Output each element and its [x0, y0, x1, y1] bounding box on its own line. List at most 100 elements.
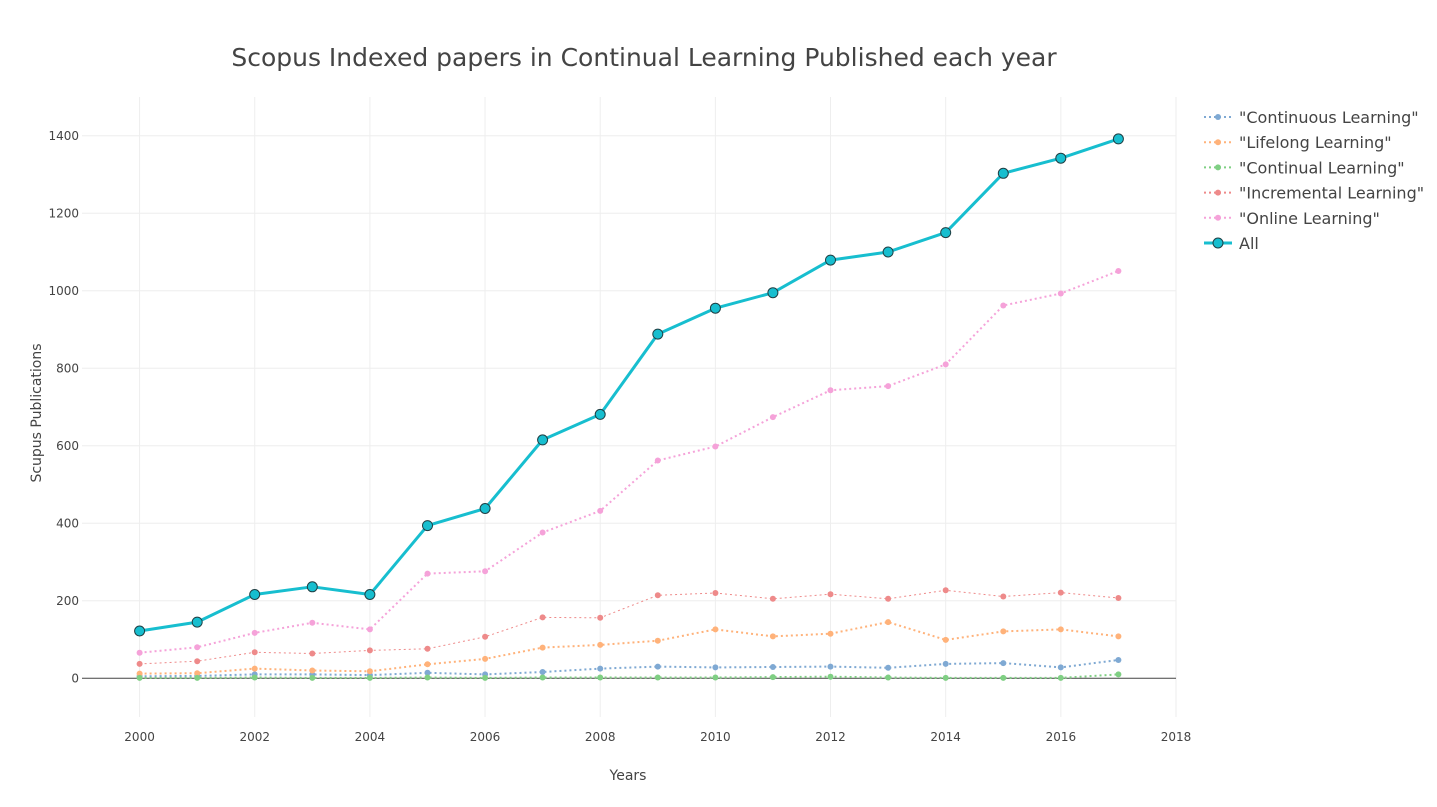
- point-all-2011: [767, 287, 779, 299]
- point-continual-learning-2016: [1057, 674, 1064, 681]
- point-lifelong-learning-2006: [482, 655, 489, 662]
- legend-label-all: All: [1239, 234, 1259, 253]
- point-incremental-learning-2008: [597, 614, 604, 621]
- legend-item-continuous-learning: "Continuous Learning": [1204, 108, 1419, 127]
- point-continuous-learning-2011: [769, 664, 776, 670]
- point-incremental-learning-2011: [769, 595, 776, 602]
- point-online-learning-2002: [251, 629, 258, 636]
- point-all-2000: [134, 625, 146, 637]
- y-tick-label-200: 200: [56, 594, 79, 608]
- x-tick-label-2004: 2004: [355, 730, 386, 744]
- point-lifelong-learning-2008: [597, 641, 604, 648]
- point-incremental-learning-2009: [654, 592, 661, 599]
- point-online-learning-2000: [136, 649, 143, 656]
- x-tick-label-2012: 2012: [815, 730, 846, 744]
- point-continual-learning-2001: [194, 674, 201, 681]
- legend-label-continuous-learning: "Continuous Learning": [1239, 108, 1419, 127]
- point-lifelong-learning-2000: [136, 670, 143, 677]
- point-online-learning-2009: [654, 457, 661, 464]
- point-continual-learning-2003: [309, 674, 316, 681]
- point-continuous-learning-2008: [597, 665, 604, 672]
- point-lifelong-learning-2002: [251, 665, 258, 672]
- legend-item-lifelong-learning: "Lifelong Learning": [1204, 133, 1392, 152]
- point-incremental-learning-2003: [309, 650, 316, 657]
- point-continual-learning-2015: [1000, 674, 1007, 681]
- point-online-learning-2011: [769, 414, 776, 421]
- point-continual-learning-2006: [482, 674, 489, 681]
- point-lifelong-learning-2010: [712, 626, 719, 633]
- point-continuous-learning-2005: [424, 669, 431, 676]
- point-lifelong-learning-2013: [885, 619, 892, 626]
- point-incremental-learning-2012: [827, 591, 834, 598]
- x-tick-label-2008: 2008: [585, 730, 616, 744]
- point-all-2012: [825, 254, 836, 266]
- point-incremental-learning-2001: [194, 658, 201, 665]
- legend-swatch-marker-continual-learning: [1215, 164, 1221, 171]
- legend: "Continuous Learning" "Lifelong Learning"…: [1204, 108, 1424, 253]
- point-lifelong-learning-2014: [942, 636, 949, 643]
- legend-item-all: All: [1204, 234, 1259, 253]
- point-continual-learning-2002: [251, 674, 258, 681]
- plot-area: [134, 133, 1124, 681]
- point-lifelong-learning-2004: [366, 668, 373, 675]
- legend-swatch-marker-incremental-learning: [1215, 189, 1221, 196]
- point-continual-learning-2011: [769, 674, 776, 681]
- legend-item-online-learning: "Online Learning": [1204, 209, 1380, 228]
- point-incremental-learning-2006: [482, 633, 489, 640]
- x-axis-title: Years: [609, 768, 647, 784]
- point-continual-learning-2007: [539, 674, 546, 681]
- point-online-learning-2004: [366, 626, 373, 633]
- chart-title: Scopus Indexed papers in Continual Learn…: [231, 43, 1057, 72]
- point-continuous-learning-2010: [712, 664, 719, 671]
- point-all-2005: [422, 520, 433, 532]
- point-online-learning-2017: [1115, 268, 1122, 274]
- series-incremental-learning: [136, 587, 1122, 667]
- point-online-learning-2015: [1000, 302, 1007, 309]
- point-lifelong-learning-2007: [539, 644, 546, 651]
- point-continual-learning-2005: [424, 674, 431, 681]
- point-lifelong-learning-2012: [827, 630, 834, 637]
- point-all-2007: [537, 434, 549, 446]
- y-tick-label-1200: 1200: [48, 206, 79, 220]
- point-all-2006: [479, 503, 491, 514]
- point-all-2013: [882, 246, 894, 258]
- series-all: [134, 133, 1124, 637]
- y-tick-label-1000: 1000: [48, 284, 79, 298]
- point-incremental-learning-2010: [712, 590, 719, 596]
- y-tick-label-400: 400: [56, 516, 79, 530]
- point-lifelong-learning-2003: [309, 667, 316, 674]
- legend-label-incremental-learning: "Incremental Learning": [1239, 184, 1424, 203]
- y-tick-label-600: 600: [56, 439, 79, 453]
- point-online-learning-2013: [885, 383, 892, 390]
- point-lifelong-learning-2005: [424, 661, 431, 668]
- series-line-lifelong-learning: [139, 621, 1119, 675]
- x-tick-label-2010: 2010: [700, 730, 731, 744]
- point-continuous-learning-2013: [885, 664, 892, 671]
- point-online-learning-2007: [539, 529, 546, 536]
- point-online-learning-2016: [1057, 290, 1064, 297]
- legend-label-continual-learning: "Continual Learning": [1239, 158, 1405, 177]
- series-line-online-learning: [139, 270, 1119, 654]
- point-all-2001: [191, 616, 203, 628]
- point-continuous-learning-2015: [1000, 660, 1007, 667]
- y-tick-label-800: 800: [56, 361, 79, 375]
- point-continual-learning-2013: [885, 674, 892, 681]
- point-online-learning-2003: [309, 619, 316, 626]
- point-continuous-learning-2014: [942, 660, 949, 667]
- point-incremental-learning-2005: [424, 645, 431, 652]
- y-tick-label-1400: 1400: [48, 129, 79, 143]
- series-line-continual-learning: [139, 673, 1119, 679]
- point-continual-learning-2010: [712, 674, 719, 681]
- y-axis-title: Scupus Publications: [29, 343, 45, 482]
- point-continuous-learning-2009: [654, 663, 661, 670]
- point-continual-learning-2008: [597, 674, 604, 681]
- point-all-2016: [1055, 152, 1067, 164]
- y-tick-label-0: 0: [71, 671, 79, 685]
- point-continuous-learning-2017: [1115, 657, 1122, 663]
- point-all-2008: [594, 408, 606, 420]
- point-continuous-learning-2016: [1057, 664, 1064, 671]
- point-continual-learning-2000: [136, 674, 143, 681]
- point-online-learning-2001: [194, 644, 201, 651]
- point-incremental-learning-2004: [366, 647, 373, 654]
